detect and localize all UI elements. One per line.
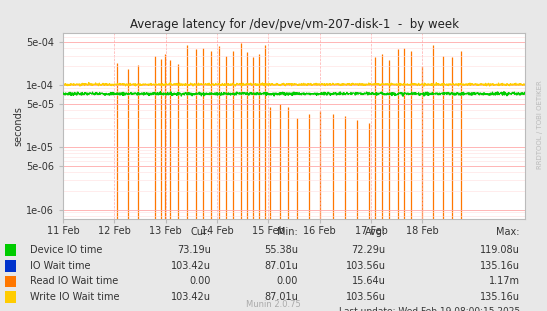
Text: 135.16u: 135.16u <box>480 292 520 302</box>
Text: 103.56u: 103.56u <box>346 292 386 302</box>
Text: 87.01u: 87.01u <box>264 292 298 302</box>
Text: Min:: Min: <box>277 227 298 237</box>
Text: 103.56u: 103.56u <box>346 261 386 271</box>
Text: 1.17m: 1.17m <box>488 276 520 286</box>
Text: Max:: Max: <box>496 227 520 237</box>
Title: Average latency for /dev/pve/vm-207-disk-1  -  by week: Average latency for /dev/pve/vm-207-disk… <box>130 18 458 31</box>
Text: Read IO Wait time: Read IO Wait time <box>30 276 118 286</box>
Text: 55.38u: 55.38u <box>264 245 298 255</box>
Text: 103.42u: 103.42u <box>171 261 211 271</box>
Text: Last update: Wed Feb 19 08:00:15 2025: Last update: Wed Feb 19 08:00:15 2025 <box>339 308 520 311</box>
Text: 103.42u: 103.42u <box>171 292 211 302</box>
Text: 72.29u: 72.29u <box>352 245 386 255</box>
Text: 0.00: 0.00 <box>277 276 298 286</box>
Text: Cur:: Cur: <box>190 227 211 237</box>
Text: 15.64u: 15.64u <box>352 276 386 286</box>
Text: Device IO time: Device IO time <box>30 245 102 255</box>
Text: Avg:: Avg: <box>364 227 386 237</box>
Text: 135.16u: 135.16u <box>480 261 520 271</box>
Y-axis label: seconds: seconds <box>13 106 23 146</box>
Text: Munin 2.0.75: Munin 2.0.75 <box>246 300 301 309</box>
Text: 0.00: 0.00 <box>189 276 211 286</box>
Text: Write IO Wait time: Write IO Wait time <box>30 292 120 302</box>
Text: 87.01u: 87.01u <box>264 261 298 271</box>
Text: 73.19u: 73.19u <box>177 245 211 255</box>
Text: IO Wait time: IO Wait time <box>30 261 91 271</box>
Text: RRDTOOL / TOBI OETIKER: RRDTOOL / TOBI OETIKER <box>537 80 543 169</box>
Text: 119.08u: 119.08u <box>480 245 520 255</box>
